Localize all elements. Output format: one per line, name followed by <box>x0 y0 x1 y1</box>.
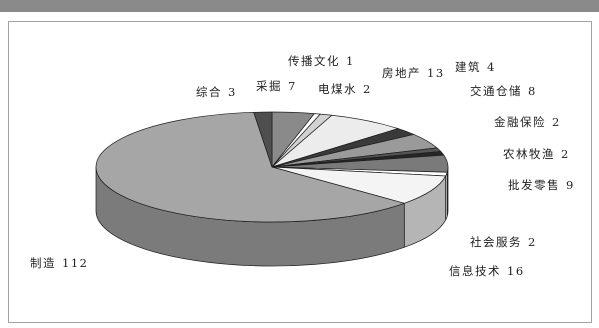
data-label-value: 4 <box>487 60 496 74</box>
pie-slice-top-13 <box>253 111 273 168</box>
data-label-category: 交通仓储 <box>470 84 522 98</box>
data-label-13: 综合 3 <box>196 85 237 99</box>
data-label-7: 金融保险 2 <box>494 115 561 129</box>
data-label-value: 8 <box>528 84 537 98</box>
data-label-value: 16 <box>507 264 525 278</box>
data-label-6: 交通仓储 8 <box>470 84 537 98</box>
pie-side-walls <box>95 166 449 267</box>
data-label-9: 批发零售 9 <box>508 178 575 192</box>
pie-top-faces <box>95 111 449 223</box>
data-label-1: 采掘 7 <box>256 79 297 93</box>
data-label-value: 112 <box>62 256 88 270</box>
data-label-category: 采掘 <box>256 79 282 93</box>
data-label-5: 建筑 4 <box>455 60 496 74</box>
data-label-value: 2 <box>552 115 561 129</box>
data-label-value: 2 <box>363 82 372 96</box>
data-label-value: 9 <box>566 178 575 192</box>
data-label-category: 制造 <box>30 256 56 270</box>
data-label-category: 信息技术 <box>449 264 501 278</box>
data-label-category: 传播文化 <box>288 54 340 68</box>
data-label-10: 社会服务 2 <box>470 235 537 249</box>
data-label-category: 房地产 <box>382 66 421 80</box>
data-label-category: 农林牧渔 <box>503 147 555 161</box>
data-label-value: 1 <box>346 54 355 68</box>
data-label-value: 13 <box>427 66 445 80</box>
data-label-value: 2 <box>528 235 537 249</box>
data-label-category: 建筑 <box>455 60 481 74</box>
data-label-11: 信息技术 16 <box>449 264 525 278</box>
data-label-category: 电煤水 <box>318 82 357 96</box>
data-label-category: 综合 <box>196 85 222 99</box>
data-label-category: 社会服务 <box>470 235 522 249</box>
data-label-8: 农林牧渔 2 <box>503 147 570 161</box>
data-label-4: 房地产 13 <box>382 66 445 80</box>
data-label-value: 7 <box>288 79 297 93</box>
pie-slice-top-12 <box>95 111 405 223</box>
data-labels: 采掘 7 传播文化 1 电煤水 2 房地产 13 建筑 4 交通仓储 8 金融保险 2 农林牧渔 2 批发零售 9… <box>30 54 575 278</box>
data-label-value: 2 <box>561 147 570 161</box>
data-label-2: 传播文化 1 <box>288 54 355 68</box>
data-label-3: 电煤水 2 <box>318 82 372 96</box>
data-label-category: 金融保险 <box>494 115 546 129</box>
pie-slice-top-11 <box>271 166 446 204</box>
data-label-12: 制造 112 <box>30 256 88 270</box>
data-label-value: 3 <box>228 85 237 99</box>
top-band <box>0 0 599 12</box>
data-label-category: 批发零售 <box>508 178 560 192</box>
